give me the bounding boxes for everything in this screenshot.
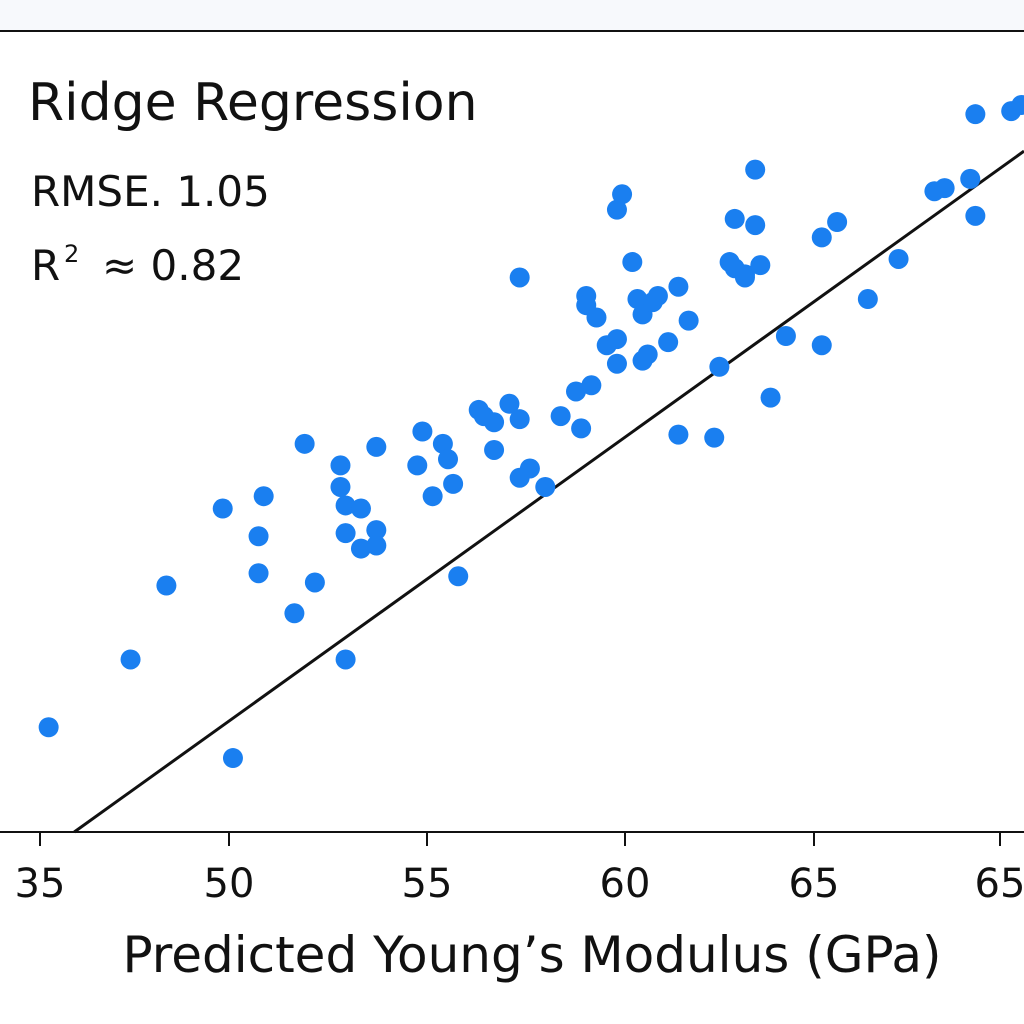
- data-point: [934, 178, 955, 199]
- data-point: [709, 356, 730, 377]
- data-point: [586, 307, 607, 328]
- data-point: [509, 409, 530, 430]
- data-point: [422, 486, 443, 507]
- data-point: [248, 526, 269, 547]
- data-point: [407, 455, 428, 476]
- data-point: [535, 476, 556, 497]
- x-tick-labels: 35 50 55 60 65 65: [15, 861, 1024, 907]
- x-tick-label: 55: [402, 861, 453, 907]
- r2-symbol: R: [31, 241, 60, 290]
- data-point: [499, 393, 520, 414]
- data-point: [960, 168, 981, 189]
- data-point: [606, 199, 627, 220]
- data-point: [581, 375, 602, 396]
- r2-superscript: 2: [64, 240, 79, 268]
- data-point: [612, 184, 633, 205]
- data-point: [156, 575, 177, 596]
- data-point: [484, 439, 505, 460]
- data-point: [335, 523, 356, 544]
- x-tick-label: 35: [15, 861, 66, 907]
- data-point: [745, 159, 766, 180]
- data-point: [248, 563, 269, 584]
- data-point: [566, 381, 586, 402]
- data-point: [965, 205, 986, 226]
- data-point: [775, 325, 796, 346]
- data-point: [571, 418, 592, 439]
- data-point: [438, 449, 458, 470]
- x-axis-label: Predicted Young’s Modulus (GPa): [122, 926, 941, 984]
- data-point: [412, 421, 433, 442]
- rmse-annotation: RMSE. 1.05: [31, 167, 270, 216]
- data-point: [330, 455, 351, 476]
- data-point: [668, 424, 689, 445]
- data-point: [350, 498, 371, 519]
- data-point: [668, 276, 689, 297]
- data-point: [734, 267, 755, 288]
- data-point: [484, 412, 505, 433]
- data-point: [212, 498, 233, 519]
- data-point: [857, 289, 878, 310]
- data-point: [606, 353, 627, 374]
- x-tick-marks: [39, 832, 1001, 846]
- data-point: [335, 649, 356, 670]
- data-point: [253, 486, 274, 507]
- figure-top-strip: [0, 0, 1024, 31]
- x-tick-label: 60: [600, 861, 651, 907]
- data-point: [366, 520, 387, 541]
- data-point: [745, 215, 766, 236]
- data-point: [432, 433, 453, 454]
- data-point: [658, 332, 679, 353]
- data-point: [678, 310, 699, 331]
- data-point: [724, 208, 745, 229]
- data-point: [304, 572, 325, 593]
- data-point: [827, 212, 848, 233]
- data-point: [366, 436, 387, 457]
- data-point: [509, 267, 530, 288]
- x-tick-label: 65: [789, 861, 840, 907]
- data-point: [637, 344, 658, 365]
- data-point: [448, 566, 469, 587]
- data-point: [811, 335, 832, 356]
- data-point: [350, 538, 371, 559]
- x-tick-label: 65: [975, 861, 1024, 907]
- data-point: [965, 104, 986, 125]
- data-point: [443, 473, 464, 494]
- data-point: [1011, 94, 1024, 115]
- data-point: [647, 285, 668, 306]
- r2-value: ≈ 0.82: [102, 241, 244, 290]
- data-point: [38, 717, 59, 738]
- data-point: [888, 248, 909, 269]
- data-point: [760, 387, 781, 408]
- data-point: [366, 535, 387, 556]
- data-point: [335, 495, 356, 516]
- data-point: [284, 603, 305, 624]
- x-tick-label: 50: [204, 861, 255, 907]
- data-point: [294, 433, 315, 454]
- data-point: [627, 289, 648, 310]
- data-point: [622, 252, 643, 273]
- data-point: [120, 649, 141, 670]
- chart-title: Ridge Regression: [28, 73, 478, 133]
- data-point: [509, 467, 530, 488]
- data-point: [330, 476, 351, 497]
- data-point: [811, 227, 832, 248]
- data-point: [550, 406, 571, 427]
- data-point: [606, 329, 627, 350]
- data-points: [38, 94, 1024, 769]
- data-point: [222, 748, 243, 769]
- data-point: [750, 255, 771, 276]
- data-point: [704, 427, 725, 448]
